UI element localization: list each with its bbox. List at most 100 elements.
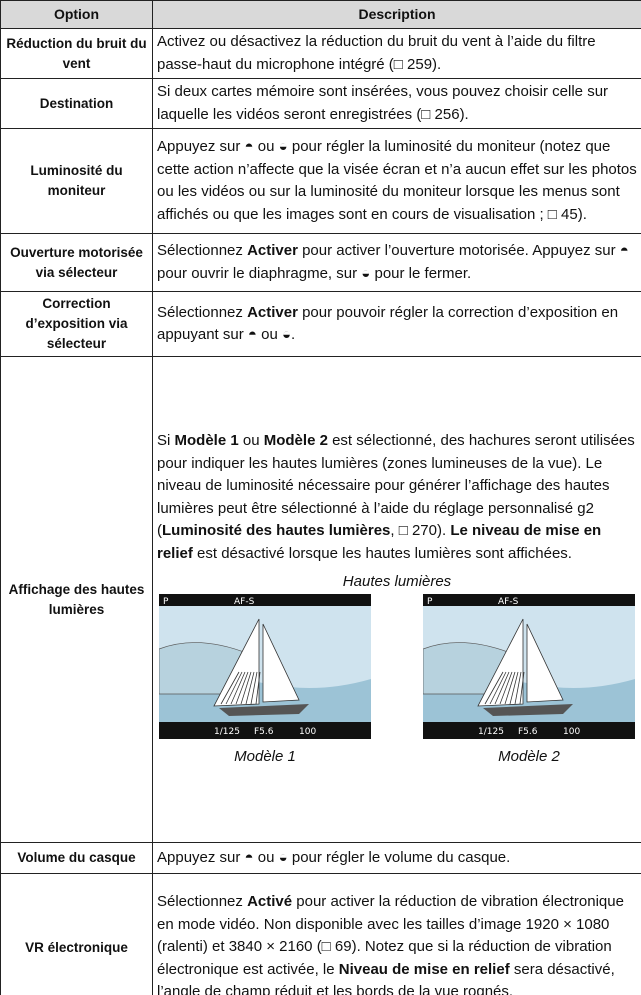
option-cell: Affichage des hautes lumières — [0, 356, 153, 843]
text: pour activer l’ouverture motorisée. Appu… — [157, 242, 629, 282]
table-body: Réduction du bruit du vent Activez ou dés… — [0, 28, 641, 995]
text: , □ 270). — [390, 522, 451, 540]
panel-caption: Modèle 1 — [234, 748, 296, 766]
text: ou — [238, 432, 264, 450]
description-cell: Sélectionnez Activer pour pouvoir régler… — [152, 291, 641, 357]
figure: Hautes lumières P AF-S 1/125 F5.6 100 Modèle 1… — [157, 571, 637, 769]
table-row: Affichage des hautes lumières Si Modèle 1… — [0, 356, 641, 843]
description-cell: Sélectionnez Activer pour activer l’ouve… — [152, 233, 641, 292]
option-cell: Ouverture motorisée via sélecteur — [0, 233, 153, 292]
description: Activez ou désactivez la réduction du br… — [157, 31, 637, 76]
description-cell: Si Modèle 1 ou Modèle 2 est sélectionné,… — [152, 356, 641, 843]
header-cell: Option — [0, 0, 153, 29]
bold-text: Activé — [247, 893, 293, 911]
hull — [219, 703, 309, 716]
hatch — [489, 671, 507, 704]
option-cell: Réduction du bruit du vent — [0, 28, 153, 79]
hatch — [255, 671, 261, 704]
hatch — [509, 671, 519, 704]
bold-text: Modèle 1 — [174, 432, 239, 450]
description: Si Modèle 1 ou Modèle 2 est sélectionné,… — [157, 430, 637, 565]
table-row: Correction d’exposition via sélecteur Sél… — [0, 291, 641, 357]
text: est sélectionné, des hachures seront uti… — [157, 432, 635, 540]
table-row: Ouverture motorisée via sélecteur Sélecti… — [0, 233, 641, 292]
description: Sélectionnez Activer pour activer l’ouve… — [157, 240, 637, 285]
table-row: Réduction du bruit du vent Activez ou dés… — [0, 28, 641, 79]
description-cell: Appuyez sur ◓ ou ◒ pour régler la lumino… — [152, 128, 641, 234]
bold-text: Luminosité des hautes lumières — [162, 522, 391, 540]
screen-text: P — [163, 597, 169, 607]
panel: P AF-S 1/125 F5.6 100 Modèle 2 — [422, 593, 635, 769]
bold-text: Le niveau de mise en relief — [157, 522, 602, 562]
table-row: Destination Si deux cartes mémoire sont i… — [0, 78, 641, 129]
top-bar — [423, 593, 635, 606]
text: Activez ou désactivez la réduction du br… — [157, 33, 596, 73]
screen-text: 1/125 — [214, 727, 240, 737]
hatch — [484, 671, 504, 704]
hatch — [230, 671, 246, 704]
panel-caption: Modèle 2 — [498, 748, 560, 766]
option-cell: Correction d’exposition via sélecteur — [0, 291, 153, 357]
hatch — [514, 671, 522, 704]
hull — [483, 703, 573, 716]
panel: P AF-S 1/125 F5.6 100 Modèle 1 — [158, 593, 371, 769]
camera-screen: P AF-S 1/125 F5.6 100 — [422, 593, 635, 739]
bold-text: Niveau de mise en relief — [338, 960, 510, 978]
bold-text: Activer — [247, 242, 298, 259]
hatch — [240, 671, 252, 704]
hatch — [250, 671, 258, 704]
bottom-bar — [423, 721, 635, 739]
screen-text: AF-S — [234, 597, 255, 607]
bold-text: Activer — [247, 303, 298, 321]
hatch — [504, 671, 516, 704]
hatch — [235, 671, 249, 704]
text: Sélectionnez — [157, 242, 248, 259]
option-cell: Volume du casque — [0, 842, 153, 874]
description-cell: Sélectionnez Activé pour activer la rédu… — [152, 873, 641, 995]
text: pour activer la réduction de vibration é… — [157, 893, 624, 978]
screen-text: P — [427, 597, 433, 607]
option-cell: Destination — [0, 78, 153, 129]
header-cell: Description — [152, 0, 641, 29]
hatch — [220, 671, 240, 704]
camera-screen: P AF-S 1/125 F5.6 100 — [158, 593, 371, 739]
hatch — [499, 671, 513, 704]
text: sera désactivé, l’angle de champ réduit … — [157, 960, 615, 995]
figure-caption: Hautes lumières — [342, 573, 452, 591]
hatch — [245, 671, 255, 704]
screen-text: 100 — [299, 727, 316, 737]
description: Si deux cartes mémoire sont insérées, vo… — [157, 81, 637, 126]
option-cell: VR électronique — [0, 873, 153, 995]
description: Sélectionnez Activer pour pouvoir régler… — [157, 302, 637, 347]
description: Appuyez sur ◓ ou ◒ pour régler la lumino… — [157, 136, 637, 226]
table-row: Luminosité du moniteur Appuyez sur ◓ ou ◒… — [0, 128, 641, 234]
text: pour pouvoir régler la correction d’expo… — [157, 303, 619, 344]
bottom-bar — [159, 721, 371, 739]
text: Appuyez sur ◓ ou ◒ pour régler la lumino… — [157, 138, 637, 223]
text: Si deux cartes mémoire sont insérées, vo… — [157, 83, 609, 123]
text: est désactivé lorsque les hautes lumière… — [192, 544, 572, 562]
sail — [213, 618, 260, 707]
hatch — [519, 671, 525, 704]
description-cell: Si deux cartes mémoire sont insérées, vo… — [152, 78, 641, 129]
screen-text: AF-S — [498, 597, 519, 607]
description: Appuyez sur ◓ ou ◒ pour régler le volume… — [157, 847, 637, 870]
table-row: VR électronique Sélectionnez Activé pour … — [0, 873, 641, 995]
screen-text: F5.6 — [518, 727, 538, 737]
text: Si — [157, 432, 175, 450]
description-cell: Appuyez sur ◓ ou ◒ pour régler le volume… — [152, 842, 641, 874]
screen-text: F5.6 — [254, 727, 274, 737]
bold-text: Modèle 2 — [263, 432, 328, 450]
hatch — [225, 671, 243, 704]
header-row: Option Description — [0, 0, 641, 29]
table-row: Volume du casque Appuyez sur ◓ ou ◒ pour … — [0, 842, 641, 874]
panels: P AF-S 1/125 F5.6 100 Modèle 1 P AF-S 1/125 F5.6 1… — [157, 593, 637, 769]
text: Appuyez sur ◓ ou ◒ pour régler le volume… — [157, 848, 511, 866]
screen-text: 1/125 — [478, 727, 504, 737]
description: Sélectionnez Activé pour activer la rédu… — [157, 891, 637, 995]
text: Sélectionnez — [157, 893, 248, 911]
sail — [262, 623, 300, 703]
sail — [526, 623, 564, 703]
